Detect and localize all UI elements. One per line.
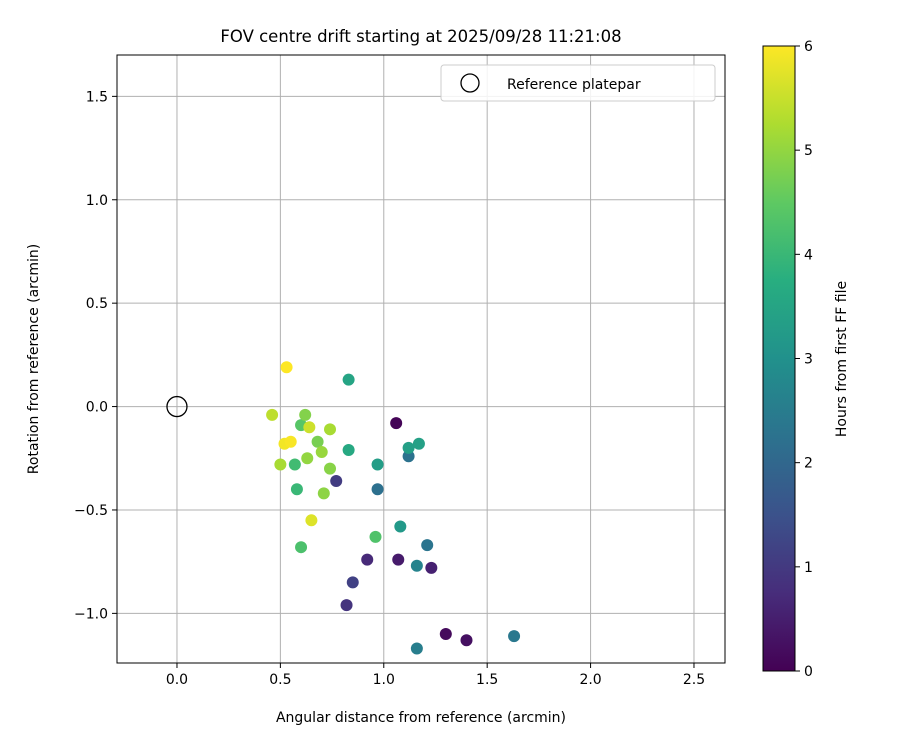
colorbar-ticks: 0 1 2 3 4 5 6 — [795, 39, 813, 680]
y-tick-label: 1.5 — [86, 89, 108, 105]
colorbar-gradient — [762, 45, 796, 672]
chart-title: FOV centre drift starting at 2025/09/28 … — [220, 27, 621, 46]
colorbar-tick-label: 3 — [804, 352, 813, 368]
data-point — [305, 514, 318, 527]
data-point — [361, 553, 374, 566]
x-axis-label: Angular distance from reference (arcmin) — [276, 710, 566, 726]
plot-frame — [116, 54, 726, 664]
colorbar-tick-label: 4 — [804, 247, 813, 263]
data-point — [369, 530, 382, 543]
data-point — [402, 450, 415, 463]
data-point — [324, 423, 337, 436]
data-point — [439, 628, 452, 641]
data-point — [410, 642, 423, 655]
data-point — [317, 487, 330, 500]
data-point — [340, 599, 353, 612]
reference-platepar-marker — [166, 395, 188, 418]
data-point — [324, 462, 337, 475]
data-point — [290, 483, 303, 496]
data-point — [412, 437, 425, 450]
colorbar-tick-label: 0 — [804, 664, 813, 680]
y-axis-label: Rotation from reference (arcmin) — [26, 244, 42, 474]
data-point — [301, 452, 314, 465]
data-point — [390, 417, 403, 430]
x-tick-label: 2.5 — [683, 672, 705, 688]
colorbar-label: Hours from first FF file — [834, 281, 850, 437]
data-point — [342, 443, 355, 456]
data-point — [299, 408, 312, 421]
data-point — [371, 483, 384, 496]
data-point — [346, 576, 359, 589]
data-point — [303, 421, 316, 434]
y-tick-label: −1.0 — [74, 606, 108, 622]
x-tick-label: 0.0 — [166, 672, 188, 688]
scatter-points — [266, 361, 521, 655]
reference-marker-layer — [166, 395, 188, 418]
x-tick-label: 1.0 — [373, 672, 395, 688]
data-point — [392, 553, 405, 566]
x-tick-label: 1.5 — [476, 672, 498, 688]
data-point — [266, 408, 279, 421]
x-tick-label: 2.0 — [579, 672, 601, 688]
data-point — [280, 361, 293, 374]
legend: Reference platepar — [440, 64, 716, 102]
data-point — [508, 630, 521, 643]
data-point — [311, 435, 324, 448]
legend-label: Reference platepar — [507, 77, 641, 93]
colorbar-tick-label: 6 — [804, 39, 813, 55]
y-tick-label: −0.5 — [74, 503, 108, 519]
colorbar: 0 1 2 3 4 5 6 Hours from first FF file — [762, 39, 850, 680]
data-point — [394, 520, 407, 533]
data-point — [460, 634, 473, 647]
data-point — [274, 458, 287, 471]
data-point — [284, 435, 297, 448]
data-point — [421, 539, 434, 552]
y-tick-label: 0.0 — [86, 400, 108, 416]
data-point — [371, 458, 384, 471]
legend-box — [440, 64, 716, 102]
y-axis-ticks: −1.0 −0.5 0.0 0.5 1.0 1.5 — [74, 89, 117, 622]
data-point — [330, 475, 343, 488]
x-axis-ticks: 0.0 0.5 1.0 1.5 2.0 2.5 — [166, 663, 705, 688]
data-point — [315, 446, 328, 459]
data-point — [402, 441, 415, 454]
legend-reference-marker — [460, 73, 480, 93]
colorbar-tick-label: 1 — [804, 560, 813, 576]
data-point — [342, 373, 355, 386]
colorbar-tick-label: 5 — [804, 143, 813, 159]
data-point — [295, 541, 308, 554]
y-tick-label: 0.5 — [86, 296, 108, 312]
data-point — [410, 559, 423, 572]
data-point — [425, 561, 438, 574]
y-tick-label: 1.0 — [86, 193, 108, 209]
grid-lines — [117, 55, 725, 663]
colorbar-tick-label: 2 — [804, 456, 813, 472]
x-tick-label: 0.5 — [269, 672, 291, 688]
data-point — [288, 458, 301, 471]
